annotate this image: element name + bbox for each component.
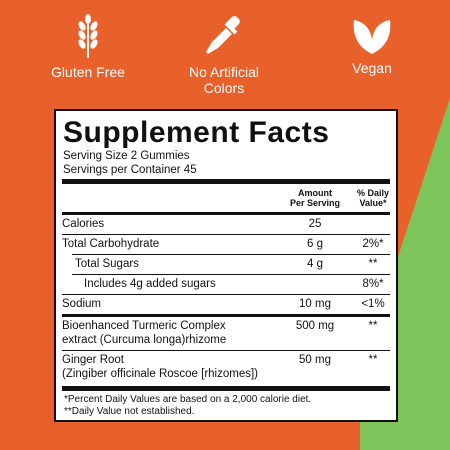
divider-thick <box>62 386 390 391</box>
divider <box>62 294 390 295</box>
badge-label-line-2: Colors <box>203 80 245 96</box>
footnote-percent-dv: *Percent Daily Values are based on a 2,0… <box>64 394 312 405</box>
row-total-carbohydrate: Total Carbohydrate 6 g 2%* <box>62 235 390 254</box>
row-amount: 500 mg <box>295 320 335 332</box>
amount-header-line-1: Amount <box>298 188 332 198</box>
row-name-line-1: Ginger Root <box>62 354 125 366</box>
serving-size: Serving Size 2 Gummies <box>63 150 190 162</box>
footnote-not-established: **Daily Value not established. <box>64 406 195 417</box>
row-name-line-2: extract (Curcuma longa)rhizome <box>62 334 227 346</box>
row-sodium: Sodium 10 mg <1% <box>62 295 390 314</box>
row-name: Calories <box>62 218 105 230</box>
row-name: Includes 4g added sugars <box>84 278 216 290</box>
leaf-icon <box>353 20 391 54</box>
row-name-line-1: Bioenhanced Turmeric Complex <box>62 320 226 332</box>
vegan-badge: Vegan <box>302 14 442 76</box>
servings-per-container: Servings per Container 45 <box>63 164 197 176</box>
row-name: Total Carbohydrate <box>62 238 160 250</box>
dv-header-line-2: Value* <box>359 198 387 208</box>
badge-label-line-1: No Artificial <box>188 64 260 80</box>
no-artificial-colors-badge: No Artificial Colors <box>154 14 294 96</box>
row-amount: 10 mg <box>299 298 331 310</box>
divider-thick <box>62 179 390 184</box>
row-daily-value: ** <box>368 320 378 332</box>
row-name: Bioenhanced Turmeric Complex extract (Cu… <box>62 317 390 347</box>
divider-indented <box>72 254 390 255</box>
row-amount: 4 g <box>307 258 323 270</box>
row-daily-value: ** <box>368 258 378 270</box>
amount-header: Amount Per Serving <box>280 188 350 208</box>
divider <box>62 234 390 235</box>
divider-indented <box>72 274 390 275</box>
badge-label-gluten-free: Gluten Free <box>51 64 125 80</box>
amount-header-line-2: Per Serving <box>289 198 341 208</box>
row-added-sugars: Includes 4g added sugars 8%* <box>62 275 390 294</box>
row-amount: 6 g <box>307 238 323 250</box>
divider <box>62 350 390 351</box>
row-name: Sodium <box>62 298 101 310</box>
panel-title: Supplement Facts <box>63 116 330 149</box>
row-name-line-2: (Zingiber officinale Roscoe [rhizomes]) <box>62 368 259 380</box>
row-daily-value: <1% <box>361 298 385 310</box>
row-daily-value: 8%* <box>362 278 384 290</box>
dv-header-line-1: % Daily <box>356 188 389 198</box>
row-calories: Calories 25 <box>62 215 390 234</box>
row-daily-value: 2%* <box>362 238 384 250</box>
row-amount: 25 <box>308 218 322 230</box>
row-name: Ginger Root (Zingiber officinale Roscoe … <box>62 351 390 381</box>
row-turmeric: Bioenhanced Turmeric Complex extract (Cu… <box>62 317 390 350</box>
supplement-facts-panel: Supplement Facts Serving Size 2 Gummies … <box>54 109 398 422</box>
daily-value-header: % Daily Value* <box>348 188 398 208</box>
feature-badges: Gluten Free No Artificial Colors Vegan <box>0 0 450 100</box>
badge-label-vegan: Vegan <box>352 60 392 76</box>
column-header: Amount Per Serving % Daily Value* <box>62 184 390 212</box>
divider-medium <box>62 314 390 317</box>
row-amount: 50 mg <box>299 354 331 366</box>
divider-medium <box>62 212 390 215</box>
row-ginger-root: Ginger Root (Zingiber officinale Roscoe … <box>62 351 390 384</box>
dropper-icon <box>206 16 240 54</box>
badge-label-no-artificial-colors: No Artificial Colors <box>154 64 294 96</box>
wheat-icon <box>78 14 98 58</box>
row-daily-value: ** <box>368 354 378 366</box>
gluten-free-badge: Gluten Free <box>18 14 158 80</box>
row-total-sugars: Total Sugars 4 g ** <box>62 255 390 274</box>
row-name: Total Sugars <box>75 258 139 270</box>
